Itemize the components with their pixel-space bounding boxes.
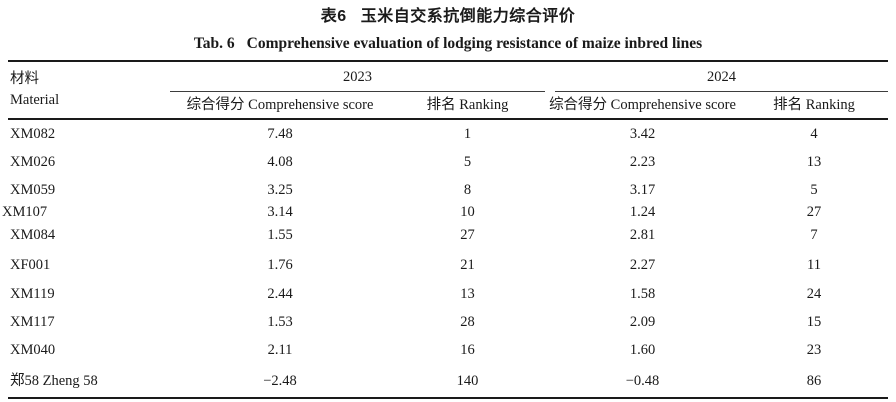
rank-2024-value: 7 [810, 227, 818, 243]
rank-2024-value: 27 [806, 204, 822, 220]
table-row: XM107 3.14 10 1.24 27 [2, 204, 888, 220]
score-2023-value: 1.55 [267, 227, 293, 243]
rank-2024-value: 13 [806, 154, 822, 170]
score-2023-value: 2.44 [267, 286, 293, 302]
rank-2024-value: 11 [807, 257, 821, 273]
rank-2023-value: 5 [463, 154, 472, 170]
material-label: XF001 [10, 257, 51, 273]
score-2024-value: 3.42 [629, 126, 656, 142]
table-title-zh: 表6 玉米自交系抗倒能力综合评价 [0, 7, 896, 27]
table-row: XM082 7.48 1 3.42 4 [8, 119, 888, 148]
rank-2024-value: 23 [806, 342, 822, 358]
rank-2023-value: 1 [463, 126, 472, 142]
score-2023-value: 3.25 [267, 182, 293, 198]
score-2024-value: 1.58 [629, 286, 656, 302]
score-2023-value: −2.48 [263, 372, 297, 389]
table-row: XM117 1.53 28 2.09 15 [8, 308, 888, 336]
rank-2023-value: 16 [460, 342, 475, 358]
material-label: XM026 [10, 154, 56, 170]
year-label-2024: 2024 [555, 63, 888, 92]
score-2023-value: 3.14 [267, 204, 293, 220]
material-label: XM117 [10, 314, 55, 330]
score-2024-value: 1.60 [629, 342, 656, 358]
table-row: XM119 2.44 13 1.58 24 [8, 280, 888, 308]
table-row: XM040 2.11 16 1.60 23 [8, 336, 888, 364]
rank-header-2023: 排名 Ranking [390, 92, 545, 120]
score-2024-value: −0.48 [625, 372, 660, 389]
year-group-row: 材料 Material 2023 2024 [8, 61, 888, 120]
material-header-en: Material [10, 92, 60, 108]
score-header-2023: 综合得分 Comprehensive score [170, 92, 390, 120]
rank-2023-value: 21 [460, 257, 475, 273]
table-title-en: Tab. 6 Comprehensive evaluation of lodgin… [0, 34, 896, 53]
rank-2023-value: 140 [456, 372, 479, 389]
score-2024-value: 2.23 [629, 154, 656, 170]
score-2023-value: 7.48 [267, 126, 293, 142]
rank-2023-value: 13 [460, 286, 475, 302]
score-2023-value: 2.11 [267, 342, 293, 358]
material-label: XM107 [2, 204, 170, 220]
score-2024-value: 3.17 [629, 182, 656, 198]
material-label-text: XM107 [2, 204, 48, 220]
score-header-2024: 综合得分 Comprehensive score [545, 92, 740, 120]
table-body: XM082 7.48 1 3.42 4 XM026 4.08 5 2.23 13… [2, 119, 888, 398]
material-label: XM040 [10, 342, 56, 358]
score-2024-value: 2.81 [629, 227, 656, 243]
table-title-zh-text: 玉米自交系抗倒能力综合评价 [360, 8, 576, 25]
score-2024-value: 2.27 [629, 257, 656, 273]
table-row: XM059 3.25 8 3.17 5 [8, 176, 888, 204]
table-row: 郑58 Zheng 58 −2.48 140 −0.48 86 [8, 364, 888, 398]
material-label: XM119 [10, 286, 55, 302]
material-column-header: 材料 Material [8, 61, 170, 120]
sub-header-row: 综合得分 Comprehensive score 排名 Ranking 综合得分… [8, 92, 888, 120]
rank-2023-value: 27 [460, 227, 475, 243]
rank-2024-value: 15 [806, 314, 822, 330]
evaluation-table: 材料 Material 2023 2024 综合得分 Comprehensive… [2, 60, 888, 399]
score-2024-value: 1.24 [629, 204, 656, 220]
rank-2024-value: 86 [806, 372, 822, 389]
score-2023-value: 1.76 [267, 257, 293, 273]
material-header-zh: 材料 [10, 71, 39, 87]
rank-header-2024: 排名 Ranking [740, 92, 888, 120]
year-header-2023: 2023 [170, 61, 545, 92]
score-2023-value: 4.08 [267, 154, 293, 170]
rank-2023-value: 8 [463, 182, 472, 198]
table-row: XM026 4.08 5 2.23 13 [8, 148, 888, 176]
table-row: XF001 1.76 21 2.27 11 [8, 250, 888, 280]
rank-2024-value: 5 [810, 182, 818, 198]
table-header: 材料 Material 2023 2024 综合得分 Comprehensive… [8, 61, 888, 120]
rank-2024-value: 4 [810, 126, 818, 142]
material-label: XM084 [10, 227, 56, 243]
rank-2023-value: 28 [460, 314, 475, 330]
year-label-2023: 2023 [170, 63, 545, 92]
rank-2024-value: 24 [806, 286, 822, 302]
rank-2023-value: 10 [460, 204, 475, 220]
year-header-2024: 2024 [545, 61, 888, 92]
score-2024-value: 2.09 [629, 314, 656, 330]
table-number-en: Tab. 6 [193, 35, 235, 52]
score-2023-value: 1.53 [267, 314, 293, 330]
material-label: XM082 [10, 126, 56, 142]
table-number-zh: 表6 [320, 8, 347, 25]
material-label: XM059 [10, 182, 56, 198]
table-title-en-text: Comprehensive evaluation of lodging resi… [246, 35, 703, 52]
table-row: XM084 1.55 27 2.81 7 [8, 220, 888, 250]
material-label: 郑58 Zheng 58 [10, 372, 98, 389]
